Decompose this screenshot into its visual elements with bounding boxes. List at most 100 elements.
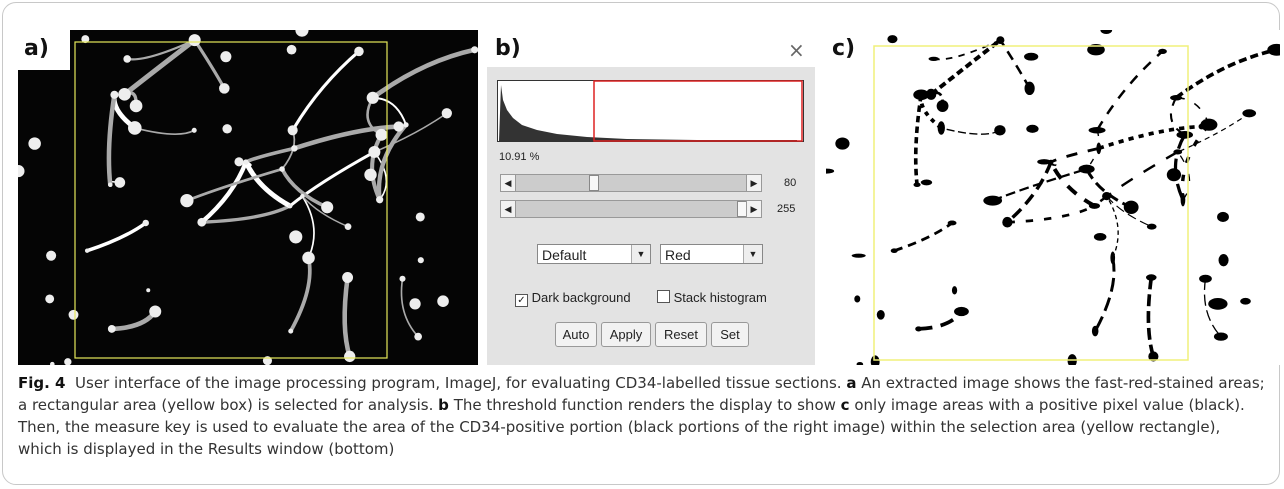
texture <box>414 332 422 341</box>
checkbox-label: Dark background <box>531 290 631 305</box>
texture <box>370 47 477 101</box>
slider[interactable]: ◀ ▶ <box>500 200 762 218</box>
texture <box>873 45 1189 361</box>
mode-dropdown[interactable]: Red ▼ <box>660 244 763 264</box>
texture <box>368 145 381 158</box>
texture <box>1170 95 1183 101</box>
texture <box>128 121 142 135</box>
texture <box>1110 251 1116 265</box>
texture <box>1158 48 1167 54</box>
texture <box>1088 202 1101 209</box>
texture <box>1146 223 1157 230</box>
button[interactable]: Reset <box>655 322 707 347</box>
texture <box>81 35 90 44</box>
checkbox[interactable]: Stack histogram <box>657 290 767 305</box>
texture <box>913 182 921 188</box>
texture <box>50 361 55 365</box>
texture <box>107 325 116 333</box>
texture <box>1102 192 1112 201</box>
texture <box>344 223 352 230</box>
texture <box>1087 44 1105 56</box>
texture <box>28 137 41 150</box>
texture <box>118 88 131 101</box>
percent-text: 10.91 % <box>499 151 540 163</box>
texture <box>1024 52 1039 61</box>
texture <box>1093 150 1179 207</box>
texture <box>291 49 361 132</box>
caption-text: An extracted image shows the fast-red-st… <box>18 374 1265 414</box>
texture <box>437 295 449 308</box>
texture <box>415 212 425 222</box>
button[interactable]: Set <box>711 322 749 347</box>
close-icon[interactable]: × <box>788 38 805 62</box>
texture <box>220 51 232 63</box>
texture <box>1123 200 1139 214</box>
texture <box>926 88 937 100</box>
texture <box>1006 161 1053 224</box>
texture <box>243 159 293 209</box>
texture <box>1002 216 1013 228</box>
texture <box>123 55 131 63</box>
texture <box>366 91 379 104</box>
panel-label: b) <box>495 36 521 61</box>
method-dropdown[interactable]: Default ▼ <box>537 244 651 264</box>
texture <box>937 121 945 135</box>
slider[interactable]: ◀ ▶ <box>500 174 762 192</box>
texture <box>929 38 1002 96</box>
texture <box>471 46 478 54</box>
image-a <box>18 30 478 365</box>
texture <box>913 89 930 101</box>
texture <box>1148 351 1159 362</box>
caption-text: User interface of the image processing p… <box>75 374 842 392</box>
button[interactable]: Apply <box>601 322 651 347</box>
texture <box>936 99 949 112</box>
texture <box>1176 130 1194 139</box>
texture <box>107 182 113 188</box>
texture <box>951 286 958 295</box>
texture <box>826 30 1280 365</box>
texture <box>129 99 143 113</box>
caption-key: a <box>846 374 857 392</box>
texture <box>856 361 864 365</box>
texture <box>114 177 126 188</box>
texture <box>191 127 197 133</box>
texture <box>234 157 244 167</box>
texture <box>342 275 352 359</box>
texture <box>920 179 933 186</box>
texture <box>1098 124 1202 151</box>
texture <box>1091 325 1099 337</box>
texture <box>46 250 57 261</box>
texture <box>915 326 922 332</box>
threshold-dialog: 10.91 % ◀ ▶ 80 ◀ ▶ 255 Default ▼ Red ▼ ✓ Dar… <box>487 67 815 365</box>
texture <box>854 295 861 303</box>
texture <box>84 248 90 253</box>
texture <box>279 166 285 172</box>
texture <box>1037 159 1052 165</box>
texture <box>851 253 866 258</box>
texture <box>996 36 1005 45</box>
texture <box>1198 123 1205 130</box>
texture <box>1049 161 1096 208</box>
texture <box>1208 298 1228 310</box>
checkbox[interactable]: ✓ Dark background <box>515 290 631 307</box>
caption-text: only image areas with a positive pixel v… <box>18 396 1245 458</box>
texture <box>354 46 364 57</box>
slider-value: 255 <box>777 203 796 215</box>
texture <box>826 168 835 174</box>
texture <box>142 219 149 227</box>
texture <box>18 30 478 365</box>
texture <box>219 83 230 94</box>
button[interactable]: Auto <box>555 322 597 347</box>
texture <box>342 272 354 283</box>
panel-label: a) <box>18 30 70 70</box>
texture <box>106 92 117 188</box>
texture <box>1173 133 1187 201</box>
texture <box>1267 43 1280 56</box>
texture <box>1106 195 1119 259</box>
texture <box>1177 151 1191 201</box>
texture <box>1026 124 1039 133</box>
texture <box>441 108 452 119</box>
texture <box>199 159 249 225</box>
texture <box>994 125 1006 136</box>
